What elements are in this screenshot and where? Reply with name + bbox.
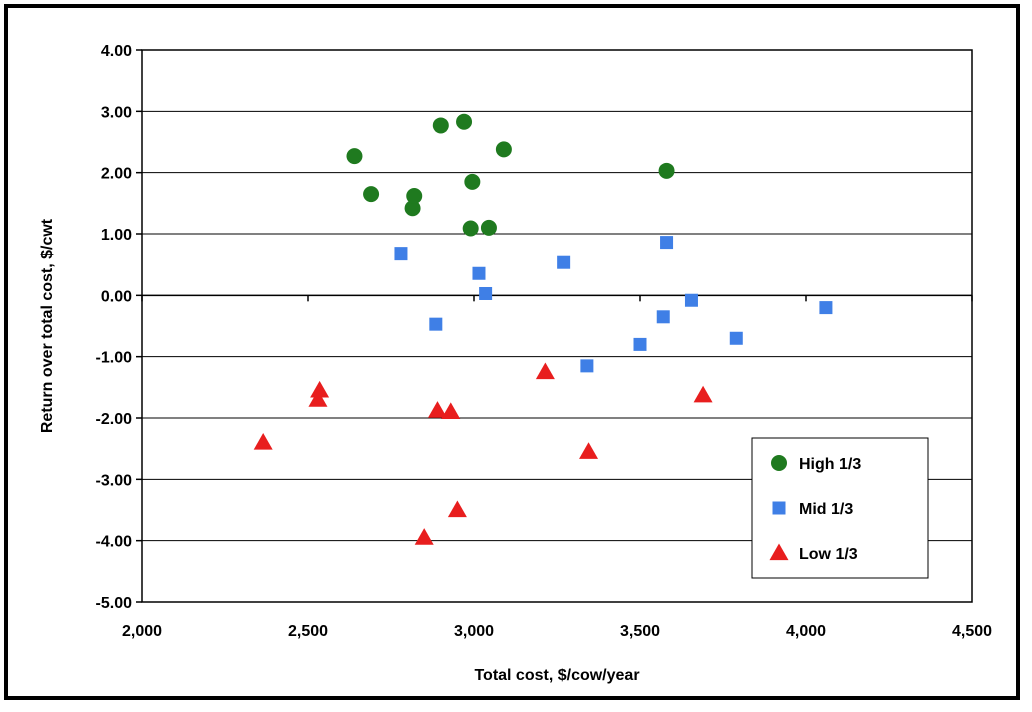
data-point-square: [429, 317, 443, 331]
data-point-circle: [406, 187, 423, 204]
data-point-triangle: [310, 380, 330, 398]
y-tick-label: 4.00: [101, 43, 132, 60]
x-tick-label: 4,000: [786, 623, 826, 640]
y-tick-label: -2.00: [96, 411, 133, 428]
x-tick-label: 3,500: [620, 623, 660, 640]
x-axis-label: Total cost, $/cow/year: [474, 667, 639, 684]
y-tick-label: -3.00: [96, 472, 133, 489]
y-tick-label: 2.00: [101, 166, 132, 183]
series-circle: [346, 113, 675, 237]
legend-label: Low 1/3: [799, 546, 858, 563]
data-point-circle: [495, 141, 512, 158]
data-point-square: [819, 301, 833, 315]
data-point-triangle: [253, 433, 273, 450]
data-points: [253, 113, 833, 545]
data-point-square: [684, 293, 698, 307]
data-point-square: [394, 247, 408, 261]
y-tick-label: 1.00: [101, 227, 132, 244]
data-point-square: [472, 266, 486, 280]
data-point-triangle: [414, 528, 434, 545]
legend-label: Mid 1/3: [799, 501, 853, 518]
legend-marker-square: [772, 501, 786, 515]
data-point-circle: [464, 173, 481, 190]
data-point-triangle: [441, 402, 461, 419]
data-point-triangle: [693, 385, 713, 403]
data-point-triangle: [535, 362, 555, 380]
data-point-triangle: [308, 390, 328, 407]
legend-marker-circle: [771, 455, 787, 471]
data-point-circle: [363, 186, 380, 203]
data-point-circle: [658, 162, 675, 179]
series-square: [394, 236, 833, 373]
legend-marker-triangle: [769, 543, 789, 561]
data-point-circle: [432, 117, 449, 134]
data-point-square: [633, 337, 647, 351]
chart-frame: [4, 4, 1020, 700]
data-point-triangle: [579, 442, 599, 459]
legend-label: High 1/3: [799, 456, 861, 473]
x-tick-label: 2,500: [288, 623, 328, 640]
x-tick-label: 4,500: [952, 623, 992, 640]
x-tick-label: 2,000: [122, 623, 162, 640]
data-point-square: [729, 331, 743, 345]
plot-area: [141, 49, 973, 603]
x-axis: 2,000 2,500 3,000 3,500 4,000 4,500: [122, 294, 992, 640]
data-point-triangle: [447, 500, 467, 518]
y-tick-label: 3.00: [101, 104, 132, 121]
data-point-square: [656, 310, 670, 324]
data-point-square: [580, 359, 594, 373]
y-tick-label: -1.00: [96, 350, 133, 367]
data-point-square: [557, 255, 571, 269]
data-point-triangle: [427, 401, 447, 418]
x-tick-label: 3,000: [454, 623, 494, 640]
data-point-circle: [480, 219, 497, 236]
data-point-circle: [346, 148, 363, 165]
y-axis: 4.00 3.00 2.00 1.00 0.00 -1.00 -2.00 -3.00 -4.00…: [96, 43, 142, 612]
data-point-circle: [404, 200, 421, 217]
y-tick-label: -4.00: [96, 534, 133, 551]
y-axis-label: Return over total cost, $/cwt: [39, 218, 56, 433]
y-tick-label: 0.00: [101, 288, 132, 305]
data-point-circle: [456, 113, 473, 130]
legend: High 1/3 Mid 1/3 Low 1/3: [751, 437, 929, 579]
data-point-square: [660, 236, 674, 250]
data-point-circle: [462, 220, 479, 237]
y-tick-label: -5.00: [96, 595, 133, 612]
series-triangle: [253, 362, 713, 545]
data-point-square: [479, 286, 493, 300]
